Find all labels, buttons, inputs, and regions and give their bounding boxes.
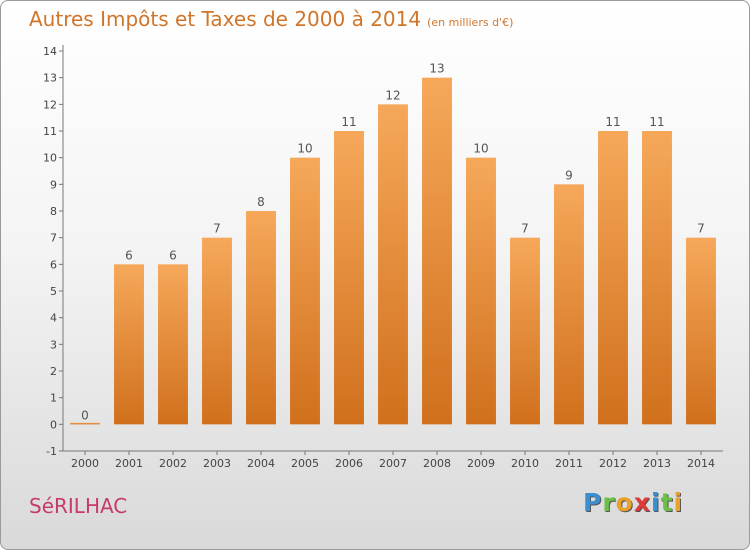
bar <box>598 131 628 425</box>
x-tick-label: 2005 <box>291 457 319 470</box>
y-tick-label: 11 <box>43 125 57 138</box>
data-label: 7 <box>521 222 529 236</box>
bar <box>642 131 672 425</box>
data-label: 9 <box>565 168 573 182</box>
x-tick-label: 2009 <box>467 457 495 470</box>
x-tick-label: 2010 <box>511 457 539 470</box>
x-tick-label: 2006 <box>335 457 363 470</box>
y-tick-label: 5 <box>50 285 57 298</box>
data-label: 13 <box>429 62 444 76</box>
bar <box>70 422 100 425</box>
y-tick-label: 8 <box>50 205 57 218</box>
x-tick-label: 2012 <box>599 457 627 470</box>
proxiti-logo[interactable]: Proxiti <box>583 488 683 517</box>
bar <box>158 264 188 425</box>
bar <box>202 237 232 425</box>
x-tick-label: 2013 <box>643 457 671 470</box>
y-tick-label: 3 <box>50 338 57 351</box>
y-tick-label: 10 <box>43 152 57 165</box>
chart-title-text: Autres Impôts et Taxes de 2000 à 2014 <box>29 7 422 31</box>
commune-name: SéRILHAC <box>29 494 128 518</box>
data-label: 10 <box>473 142 488 156</box>
bar <box>686 237 716 425</box>
y-tick-label: 9 <box>50 178 57 191</box>
x-tick-label: 2014 <box>687 457 715 470</box>
logo-letter: o <box>615 488 634 517</box>
data-label: 8 <box>257 195 265 209</box>
data-label: 11 <box>649 115 664 129</box>
data-label: 0 <box>81 408 89 422</box>
y-tick-label: -1 <box>46 445 57 458</box>
bar <box>466 157 496 425</box>
x-tick-label: 2008 <box>423 457 451 470</box>
data-label: 10 <box>297 142 312 156</box>
y-tick-label: 4 <box>50 312 57 325</box>
data-label: 6 <box>125 248 133 262</box>
logo-letter: P <box>583 488 603 517</box>
logo-letter: r <box>602 488 616 517</box>
data-label: 12 <box>385 88 400 102</box>
data-label: 11 <box>605 115 620 129</box>
data-label: 6 <box>169 248 177 262</box>
logo-letter: x <box>633 488 651 517</box>
x-tick-label: 2003 <box>203 457 231 470</box>
x-tick-label: 2000 <box>71 457 99 470</box>
x-tick-label: 2011 <box>555 457 583 470</box>
bar <box>246 211 276 425</box>
unit-note: (en milliers d'€) <box>427 16 514 29</box>
x-tick-label: 2007 <box>379 457 407 470</box>
y-tick-label: 14 <box>43 45 57 58</box>
data-label: 7 <box>697 222 705 236</box>
logo-letter: i <box>673 488 684 517</box>
x-tick-label: 2001 <box>115 457 143 470</box>
x-tick-label: 2004 <box>247 457 275 470</box>
bar <box>554 184 584 425</box>
y-tick-label: 12 <box>43 98 57 111</box>
y-tick-label: 6 <box>50 258 57 271</box>
bar <box>290 157 320 425</box>
chart-title: Autres Impôts et Taxes de 2000 à 2014 (en… <box>29 7 513 31</box>
logo-letter: i <box>651 488 661 517</box>
bar <box>510 237 540 425</box>
data-label: 11 <box>341 115 356 129</box>
y-tick-label: 2 <box>50 365 57 378</box>
x-tick-label: 2002 <box>159 457 187 470</box>
y-tick-label: 7 <box>50 232 57 245</box>
bar <box>378 104 408 425</box>
y-tick-label: 1 <box>50 392 57 405</box>
data-label: 7 <box>213 222 221 236</box>
logo-letter: t <box>660 488 674 517</box>
bar <box>114 264 144 425</box>
bar <box>334 131 364 425</box>
y-tick-label: 13 <box>43 72 57 85</box>
y-tick-label: 0 <box>50 418 57 431</box>
bar <box>422 77 452 425</box>
